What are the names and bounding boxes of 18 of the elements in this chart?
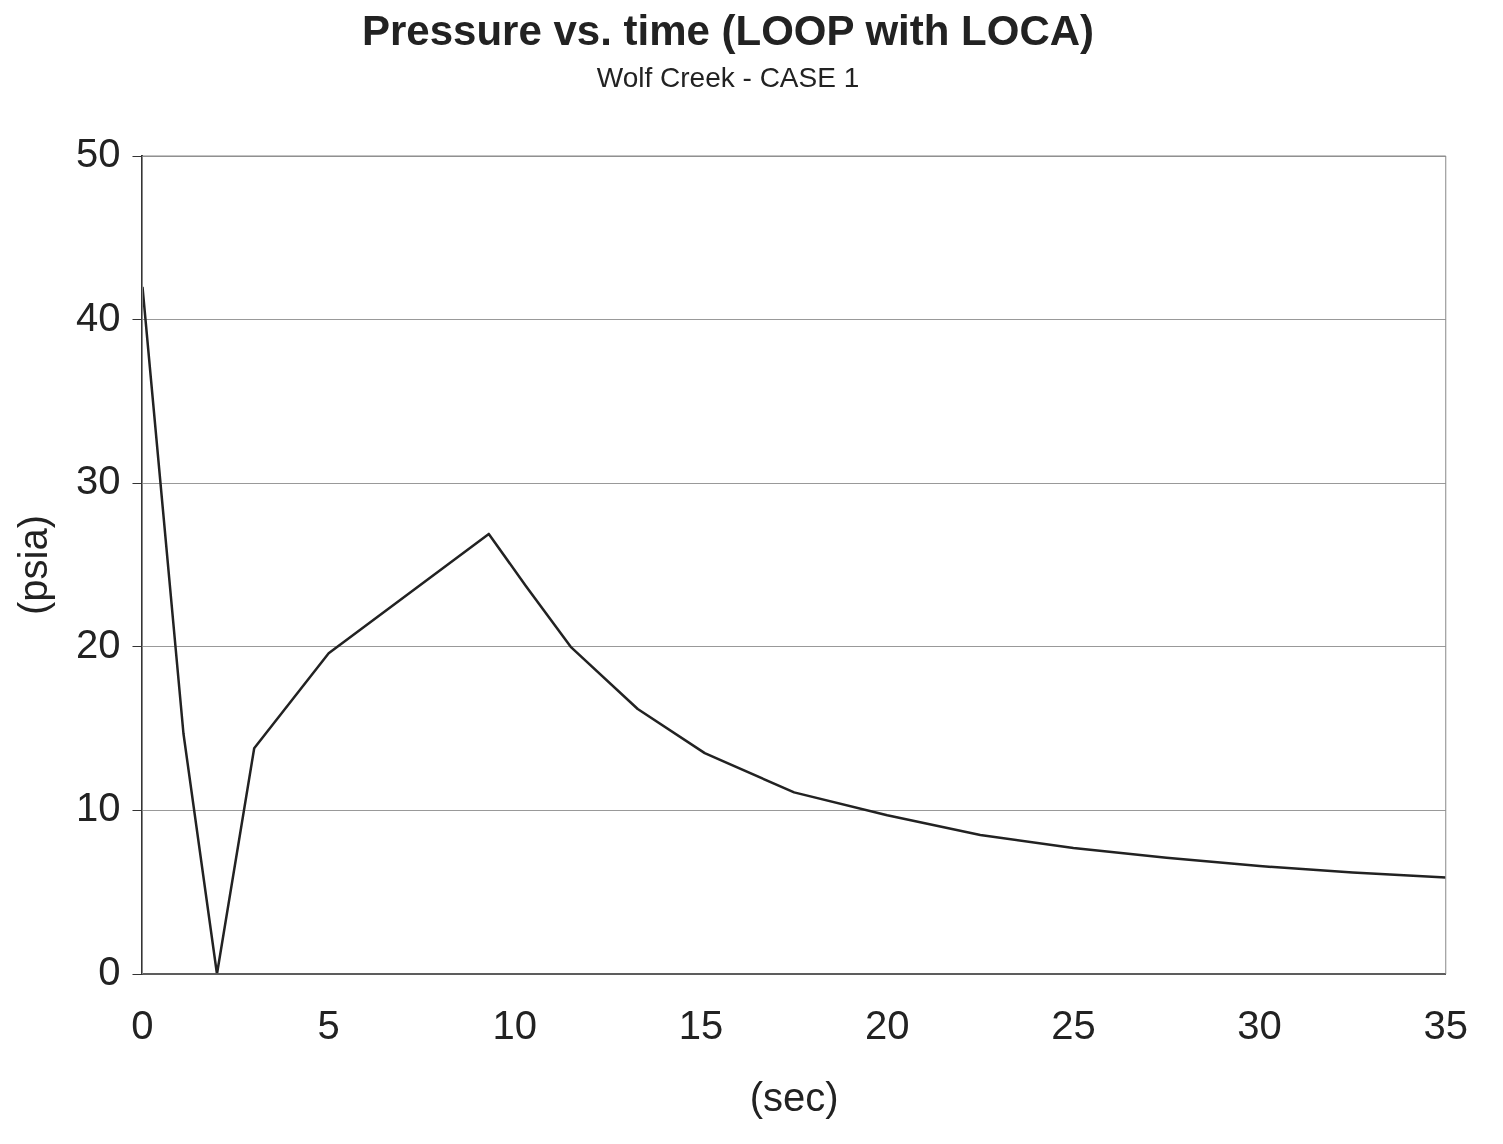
- y-tick-label: 50: [75, 131, 121, 176]
- chart-subtitle: Wolf Creek - CASE 1: [596, 61, 860, 93]
- x-tick-label: 25: [1051, 1003, 1096, 1048]
- y-tick-label: 40: [75, 294, 121, 339]
- x-axis-title: (sec): [749, 1075, 839, 1120]
- x-tick-label: 5: [317, 1003, 340, 1048]
- x-tick-label: 20: [864, 1003, 910, 1048]
- y-axis-title: (psia): [11, 514, 56, 616]
- x-tick-label: 35: [1423, 1003, 1468, 1048]
- y-tick-label: 20: [75, 621, 121, 666]
- x-tick-label: 10: [492, 1003, 538, 1048]
- x-tick-label: 0: [131, 1003, 154, 1048]
- x-tick-label: 30: [1237, 1003, 1282, 1048]
- y-tick-label: 30: [75, 458, 121, 503]
- chart-title: Pressure vs. time (LOOP with LOCA): [361, 6, 1095, 54]
- x-tick-label: 15: [678, 1003, 724, 1048]
- y-tick-label: 10: [75, 785, 121, 830]
- y-tick-label: 0: [98, 949, 121, 994]
